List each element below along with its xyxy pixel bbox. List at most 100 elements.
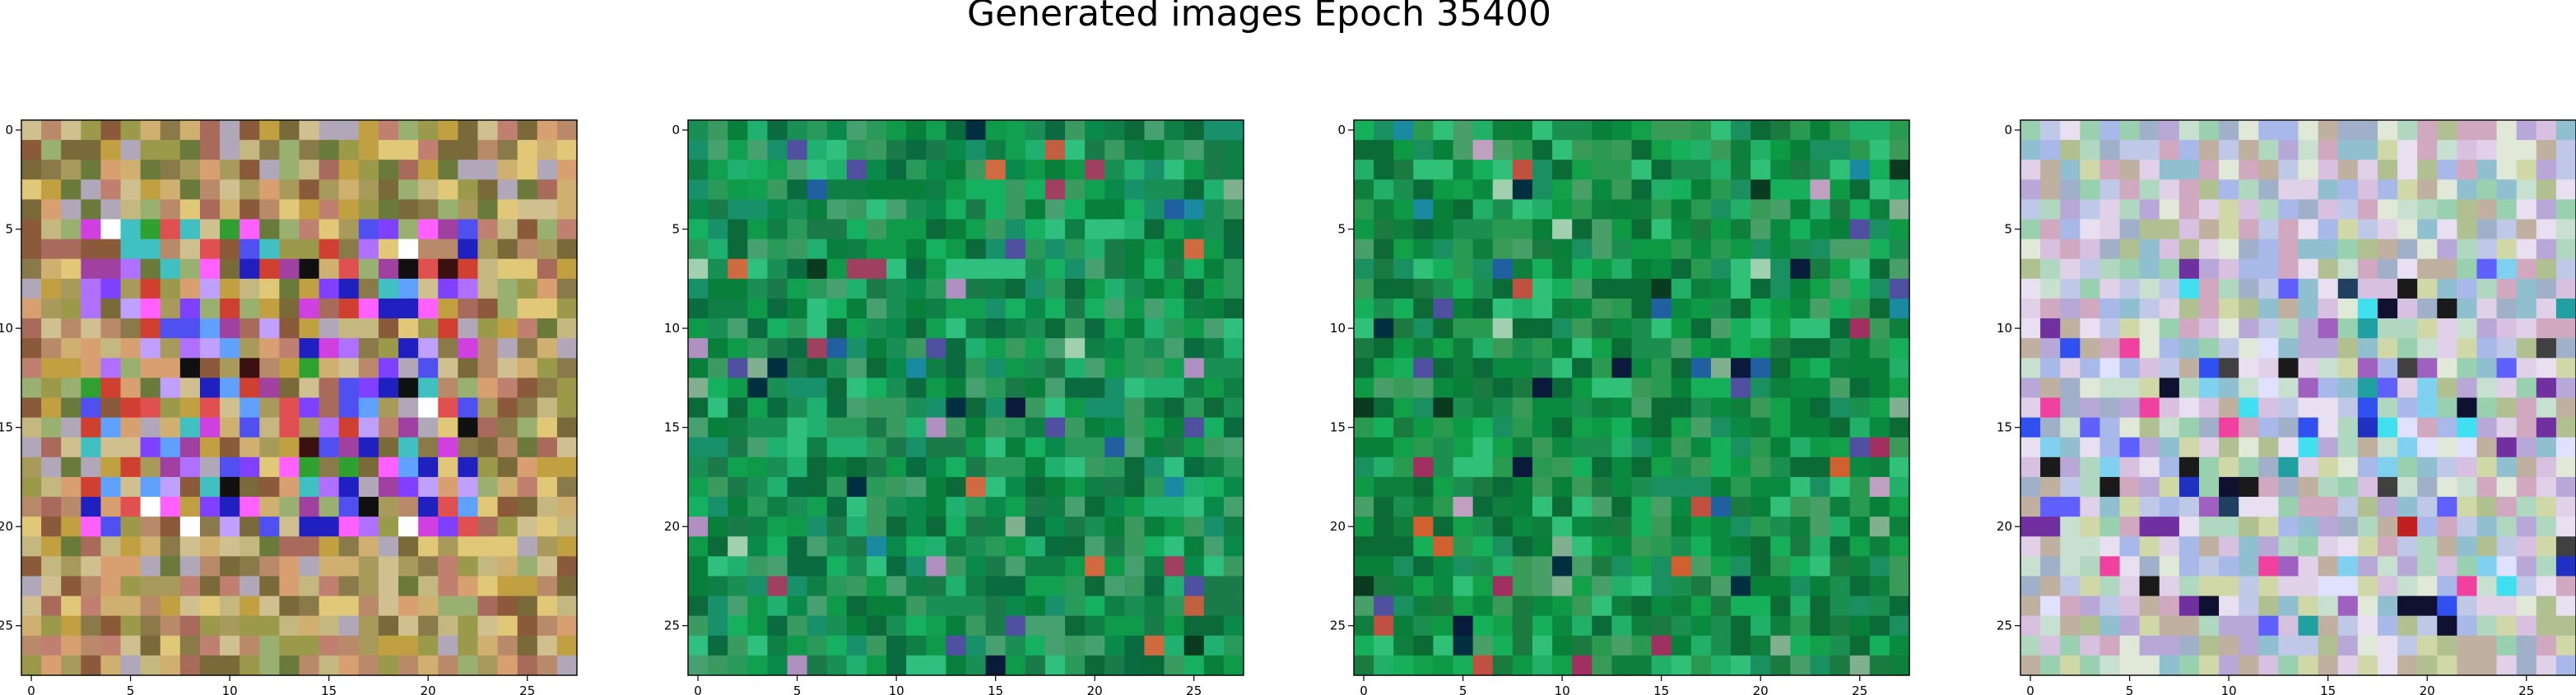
- pixel-cell: [2337, 615, 2359, 637]
- pixel-cell: [2377, 358, 2398, 378]
- pixel-cell: [140, 417, 161, 438]
- pixel-cell: [1552, 536, 1573, 557]
- pixel-cell: [1651, 476, 1672, 498]
- pixel-cell: [1592, 576, 1612, 597]
- pixel-cell: [438, 655, 458, 676]
- pixel-cell: [1393, 397, 1414, 419]
- pixel-cell: [239, 160, 260, 180]
- pixel-cell: [81, 378, 102, 399]
- pixel-cell: [2496, 120, 2518, 141]
- pixel-cell: [1710, 199, 1732, 220]
- pixel-cell: [2040, 160, 2061, 180]
- y-tick-label: 5: [1337, 222, 1346, 237]
- pixel-cell: [2377, 239, 2398, 260]
- pixel-cell: [1731, 517, 1751, 537]
- y-tick-label: 15: [664, 420, 680, 435]
- pixel-cell: [787, 179, 808, 201]
- pixel-cell: [826, 120, 848, 141]
- pixel-cell: [140, 517, 161, 537]
- pixel-cell: [767, 338, 788, 359]
- pixel-cell: [1572, 140, 1593, 160]
- pixel-cell: [1671, 239, 1692, 260]
- pixel-cell: [259, 120, 280, 141]
- pixel-cell: [1005, 595, 1026, 617]
- pixel-cell: [1790, 497, 1811, 517]
- pixel-cell: [1374, 298, 1394, 319]
- pixel-cell: [2219, 140, 2239, 160]
- pixel-cell: [1671, 497, 1692, 517]
- pixel-cell: [21, 417, 42, 438]
- pixel-cell: [338, 536, 360, 557]
- pixel-cell: [1005, 338, 1026, 359]
- pixel-cell: [1751, 120, 1771, 141]
- pixel-cell: [866, 140, 887, 160]
- pixel-cell: [1552, 219, 1573, 240]
- pixel-cell: [1869, 140, 1890, 160]
- pixel-cell: [81, 338, 102, 359]
- pixel-cell: [61, 318, 81, 339]
- pixel-cell: [946, 298, 967, 319]
- pixel-cell: [477, 437, 499, 458]
- pixel-cell: [2258, 140, 2279, 160]
- pixel-cell: [1223, 258, 1244, 280]
- pixel-cell: [319, 437, 340, 458]
- pixel-cell: [965, 298, 987, 319]
- pixel-cell: [2258, 497, 2279, 517]
- pixel-cell: [1849, 219, 1871, 240]
- pixel-cell: [259, 179, 280, 201]
- pixel-cell: [438, 219, 458, 240]
- pixel-cell: [767, 615, 788, 637]
- pixel-cell: [1731, 576, 1751, 597]
- pixel-cell: [1651, 179, 1672, 201]
- pixel-cell: [2357, 635, 2378, 656]
- pixel-cell: [1731, 655, 1751, 676]
- pixel-cell: [2337, 258, 2359, 280]
- pixel-cell: [2417, 437, 2438, 458]
- pixel-cell: [1085, 318, 1105, 339]
- pixel-cell: [2377, 199, 2398, 220]
- pixel-cell: [1104, 536, 1125, 557]
- pixel-cell: [1104, 635, 1125, 656]
- pixel-cell: [2239, 576, 2259, 597]
- pixel-cell: [319, 378, 340, 399]
- pixel-cell: [2536, 160, 2557, 180]
- pixel-cell: [728, 476, 748, 498]
- pixel-cell: [2337, 378, 2359, 399]
- pixel-cell: [906, 556, 927, 577]
- pixel-cell: [1223, 358, 1244, 378]
- pixel-cell: [2536, 140, 2557, 160]
- pixel-cell: [1183, 536, 1205, 557]
- y-tick-label: 20: [1330, 519, 1346, 534]
- pixel-cell: [199, 517, 221, 537]
- pixel-cell: [1144, 298, 1165, 319]
- pixel-cell: [517, 655, 538, 676]
- pixel-cell: [1790, 655, 1811, 676]
- pixel-cell: [2337, 278, 2359, 299]
- pixel-cell: [21, 298, 42, 319]
- pixel-cell: [2516, 437, 2537, 458]
- pixel-cell: [1592, 556, 1612, 577]
- pixel-cell: [517, 417, 538, 438]
- pixel-cell: [2377, 655, 2398, 676]
- pixel-cell: [517, 278, 538, 299]
- pixel-cell: [1354, 536, 1374, 557]
- pixel-cell: [2496, 179, 2518, 201]
- pixel-cell: [160, 140, 181, 160]
- pixel-cell: [319, 239, 340, 260]
- pixel-cell: [556, 517, 578, 537]
- pixel-cell: [965, 517, 987, 537]
- pixel-cell: [2337, 219, 2359, 240]
- pixel-cell: [239, 556, 260, 577]
- pixel-cell: [2298, 476, 2319, 498]
- pixel-cell: [1085, 140, 1105, 160]
- pixel-cell: [199, 536, 221, 557]
- pixel-cell: [1374, 417, 1394, 438]
- pixel-cell: [477, 556, 499, 577]
- pixel-cell: [1413, 298, 1434, 319]
- pixel-cell: [1611, 239, 1633, 260]
- pixel-cell: [1005, 318, 1026, 339]
- pixel-cell: [1433, 417, 1454, 438]
- pixel-cell: [61, 278, 81, 299]
- pixel-cell: [378, 219, 399, 240]
- pixel-cell: [1085, 397, 1105, 419]
